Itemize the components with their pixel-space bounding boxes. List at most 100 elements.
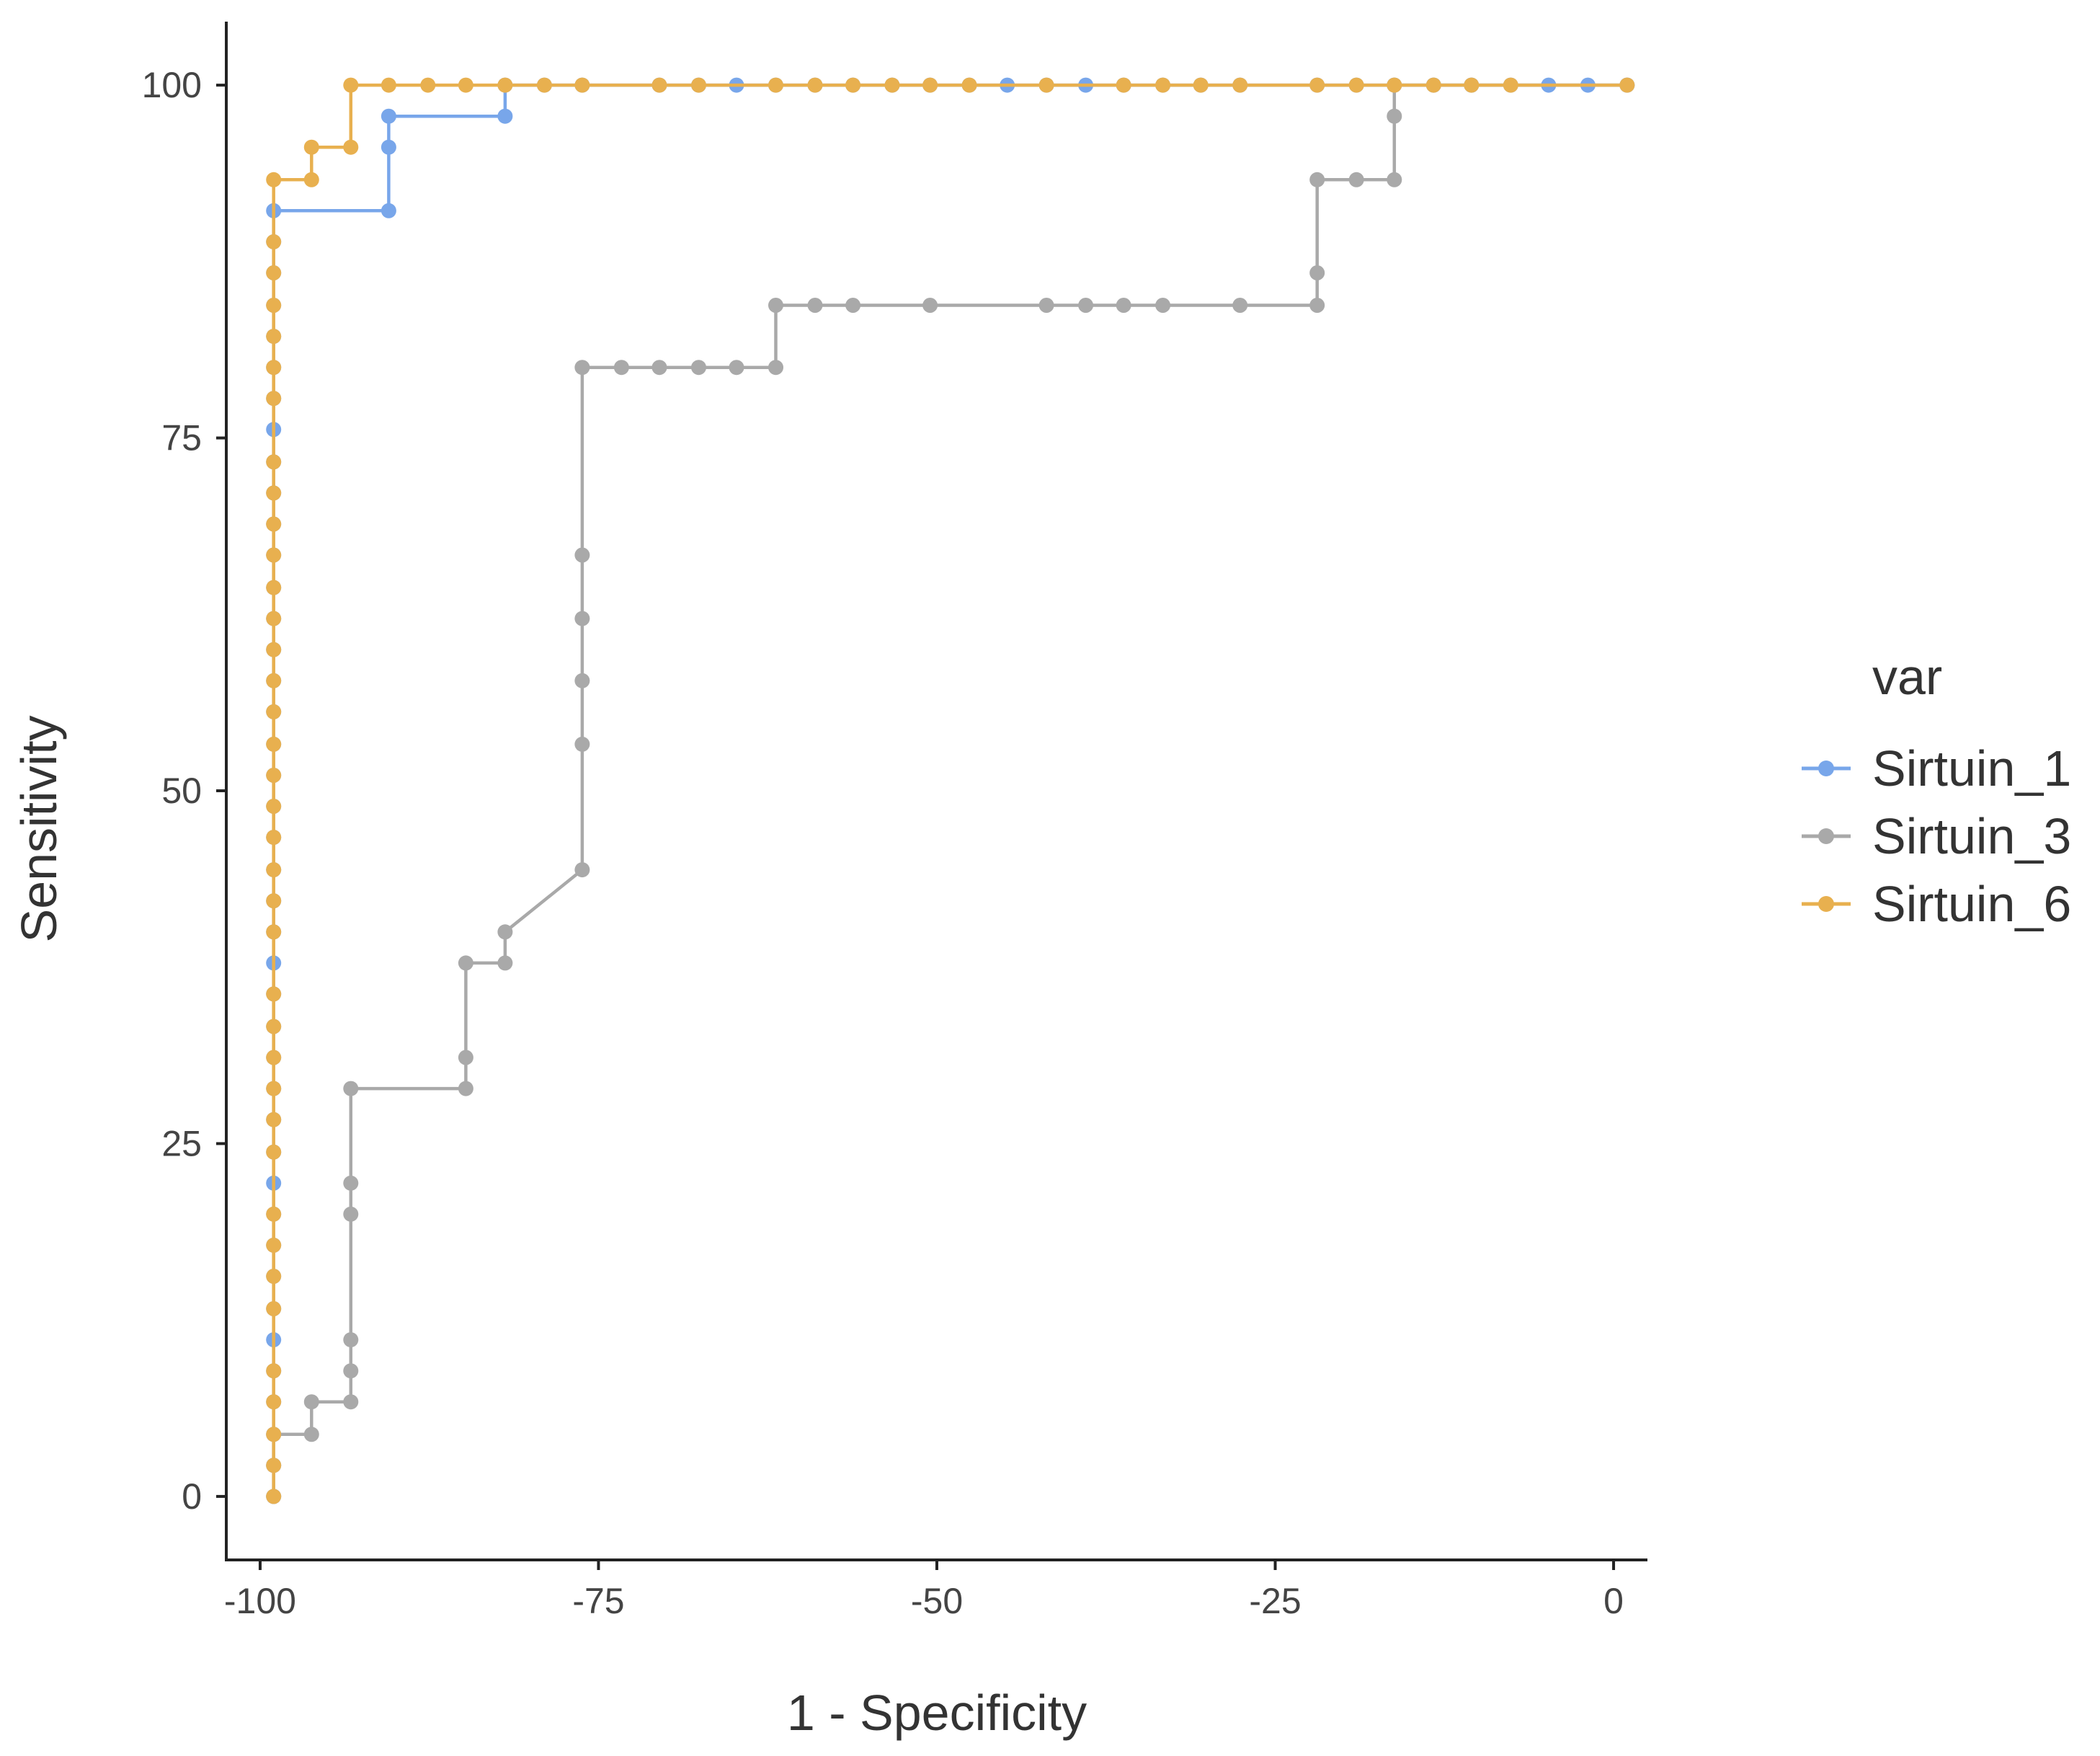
legend-item-sirtuin-6: Sirtuin_6 xyxy=(1802,876,2071,932)
data-point-sirtuin-6 xyxy=(266,1237,282,1253)
data-point-sirtuin-3 xyxy=(343,1175,359,1191)
data-point-sirtuin-3 xyxy=(574,611,590,626)
y-tick-label: 25 xyxy=(161,1123,202,1163)
data-point-sirtuin-3 xyxy=(807,298,823,313)
data-point-sirtuin-3 xyxy=(768,298,783,313)
data-point-sirtuin-3 xyxy=(343,1363,359,1379)
x-tick-label: -50 xyxy=(911,1581,963,1621)
data-point-sirtuin-1 xyxy=(381,108,396,124)
data-point-sirtuin-6 xyxy=(266,862,282,878)
data-point-sirtuin-6 xyxy=(691,77,706,93)
data-point-sirtuin-6 xyxy=(266,1081,282,1096)
data-point-sirtuin-6 xyxy=(266,1489,282,1504)
data-point-sirtuin-6 xyxy=(266,1458,282,1473)
legend-label: Sirtuin_1 xyxy=(1872,740,2071,797)
data-point-sirtuin-6 xyxy=(1232,77,1248,93)
x-axis-ticks: -100 -75 -50 -25 0 xyxy=(224,1560,1624,1621)
data-point-sirtuin-6 xyxy=(266,986,282,1002)
data-point-sirtuin-6 xyxy=(266,1050,282,1065)
legend-label: Sirtuin_3 xyxy=(1872,808,2071,864)
data-point-sirtuin-6 xyxy=(266,360,282,376)
data-point-sirtuin-6 xyxy=(266,580,282,595)
data-point-sirtuin-6 xyxy=(266,1019,282,1034)
y-axis-ticks: 0 25 50 75 100 xyxy=(142,65,226,1517)
data-point-sirtuin-6 xyxy=(420,77,436,93)
x-tick-label: -100 xyxy=(224,1581,296,1621)
data-point-sirtuin-6 xyxy=(1425,77,1441,93)
data-point-sirtuin-6 xyxy=(574,77,590,93)
data-point-sirtuin-3 xyxy=(1387,108,1402,124)
data-point-sirtuin-6 xyxy=(266,298,282,313)
data-point-sirtuin-3 xyxy=(922,298,938,313)
data-point-sirtuin-3 xyxy=(1232,298,1248,313)
data-point-sirtuin-6 xyxy=(266,673,282,688)
data-point-sirtuin-6 xyxy=(497,77,513,93)
data-point-sirtuin-3 xyxy=(1348,172,1364,187)
data-point-sirtuin-1 xyxy=(381,139,396,155)
x-tick-label: -25 xyxy=(1249,1581,1301,1621)
data-point-sirtuin-3 xyxy=(1309,265,1325,280)
data-point-sirtuin-6 xyxy=(536,77,552,93)
plot-area xyxy=(225,22,1647,1561)
data-point-sirtuin-6 xyxy=(266,1363,282,1379)
y-tick-label: 50 xyxy=(161,771,202,811)
data-point-sirtuin-3 xyxy=(574,736,590,752)
legend-item-sirtuin-3: Sirtuin_3 xyxy=(1802,808,2071,864)
data-point-sirtuin-6 xyxy=(266,172,282,187)
data-point-sirtuin-6 xyxy=(381,77,396,93)
data-point-sirtuin-6 xyxy=(1619,77,1635,93)
data-point-sirtuin-3 xyxy=(574,673,590,688)
data-point-sirtuin-6 xyxy=(1503,77,1518,93)
data-point-sirtuin-6 xyxy=(1116,77,1131,93)
data-point-sirtuin-6 xyxy=(807,77,823,93)
x-tick-label: 0 xyxy=(1603,1581,1624,1621)
data-point-sirtuin-3 xyxy=(768,360,783,376)
data-point-sirtuin-6 xyxy=(1348,77,1364,93)
data-point-sirtuin-3 xyxy=(303,1394,319,1410)
data-point-sirtuin-6 xyxy=(266,329,282,345)
data-point-sirtuin-3 xyxy=(613,360,629,376)
data-point-sirtuin-6 xyxy=(266,924,282,940)
series-sirtuin-1 xyxy=(266,77,1635,1504)
legend-entries: Sirtuin_1 Sirtuin_3 Sirtuin_6 xyxy=(1802,740,2071,932)
data-point-sirtuin-6 xyxy=(266,1144,282,1160)
data-point-sirtuin-6 xyxy=(458,77,473,93)
data-point-sirtuin-6 xyxy=(1155,77,1171,93)
data-point-sirtuin-3 xyxy=(845,298,861,313)
series-line-sirtuin-6 xyxy=(272,83,1627,1496)
series-sirtuin-3 xyxy=(266,77,1635,1504)
data-point-sirtuin-6 xyxy=(266,736,282,752)
data-point-sirtuin-6 xyxy=(266,1301,282,1316)
data-point-sirtuin-3 xyxy=(574,360,590,376)
data-point-sirtuin-6 xyxy=(303,139,319,155)
data-point-sirtuin-6 xyxy=(266,1394,282,1410)
data-point-sirtuin-3 xyxy=(574,862,590,878)
data-point-sirtuin-3 xyxy=(343,1332,359,1348)
data-point-sirtuin-6 xyxy=(266,893,282,909)
data-point-sirtuin-6 xyxy=(651,77,667,93)
data-point-sirtuin-6 xyxy=(1309,77,1325,93)
data-point-sirtuin-6 xyxy=(1038,77,1054,93)
data-point-sirtuin-6 xyxy=(266,1427,282,1442)
y-axis-title: Sensitivity xyxy=(11,715,67,942)
y-tick-label: 75 xyxy=(161,418,202,458)
series-line-sirtuin-1 xyxy=(272,83,1627,1496)
legend-item-sirtuin-1: Sirtuin_1 xyxy=(1802,740,2071,797)
data-point-sirtuin-6 xyxy=(266,234,282,249)
legend-key-marker xyxy=(1818,896,1834,912)
data-point-sirtuin-6 xyxy=(266,642,282,657)
series-sirtuin-6 xyxy=(266,77,1635,1504)
data-point-sirtuin-3 xyxy=(691,360,706,376)
data-point-sirtuin-3 xyxy=(497,955,513,971)
data-point-sirtuin-6 xyxy=(961,77,977,93)
data-point-sirtuin-6 xyxy=(922,77,938,93)
series-layer xyxy=(266,77,1635,1504)
data-point-sirtuin-3 xyxy=(651,360,667,376)
legend-label: Sirtuin_6 xyxy=(1872,876,2071,932)
data-point-sirtuin-3 xyxy=(574,547,590,563)
data-point-sirtuin-6 xyxy=(266,611,282,626)
data-point-sirtuin-6 xyxy=(266,516,282,532)
data-point-sirtuin-6 xyxy=(343,139,359,155)
data-point-sirtuin-3 xyxy=(1387,172,1402,187)
data-point-sirtuin-6 xyxy=(266,391,282,407)
